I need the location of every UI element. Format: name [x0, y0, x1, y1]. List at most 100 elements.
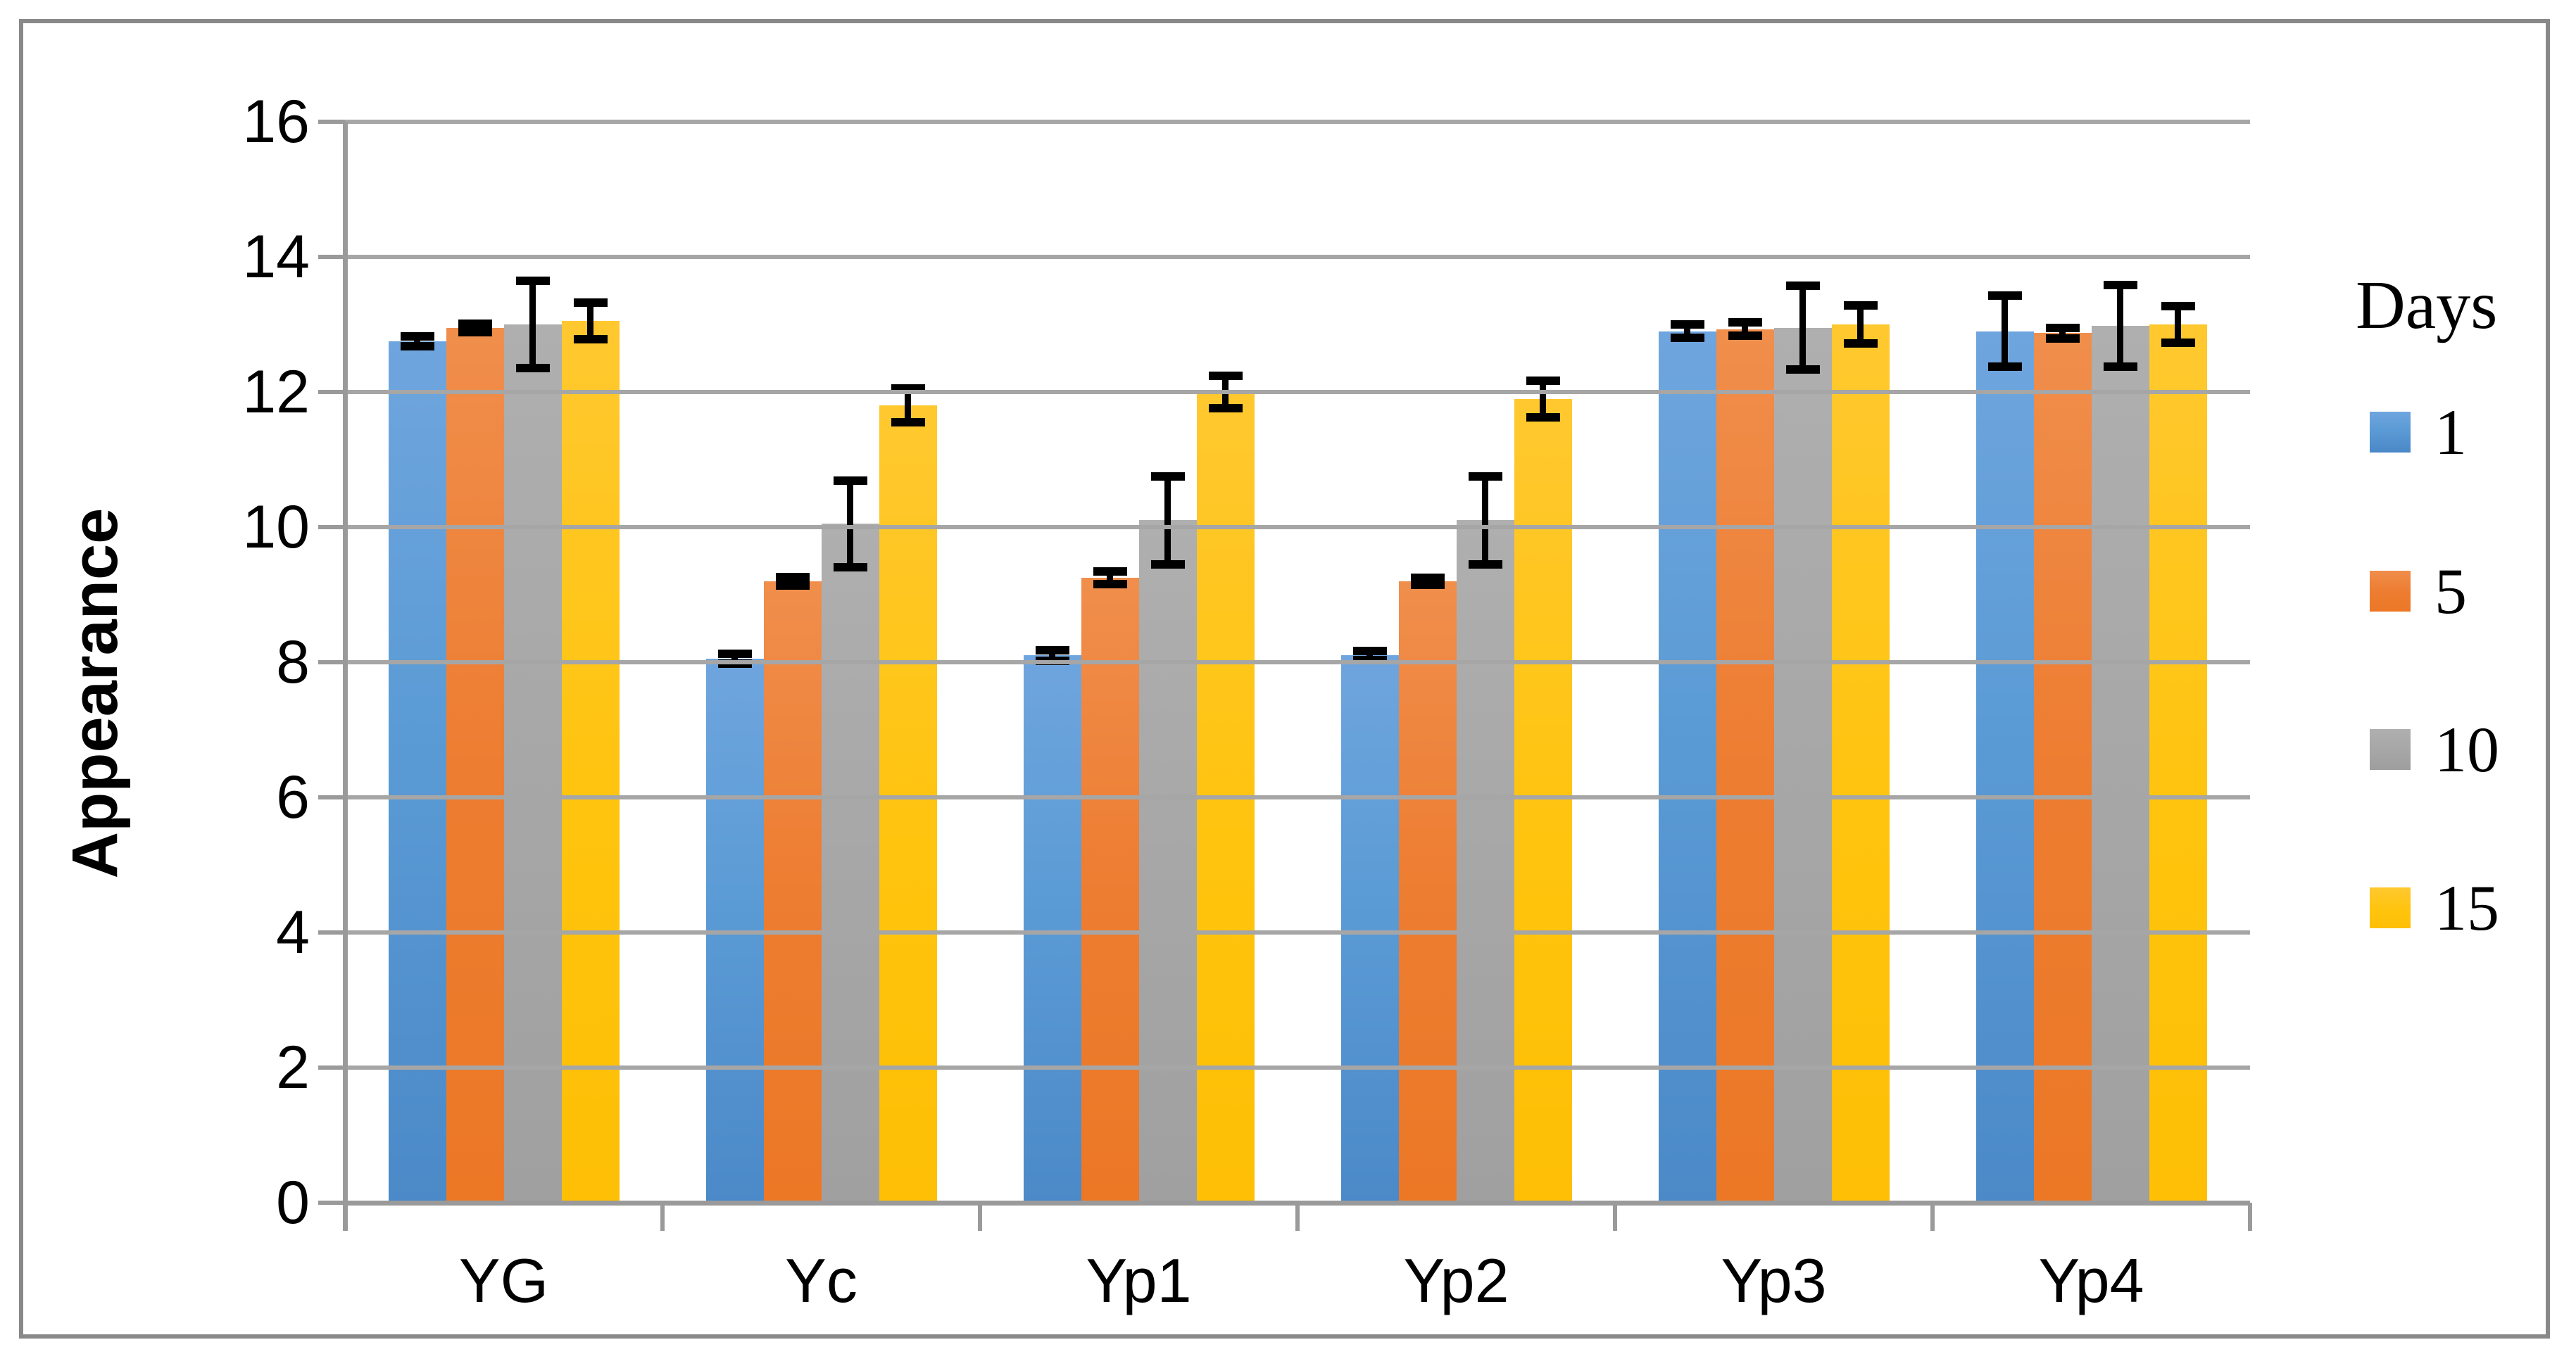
error-bar-day10-Yp2-cap-top [1468, 472, 1502, 481]
error-bar-day1-Yc-line [731, 654, 738, 664]
error-bar-day1-Yp2-cap-top [1352, 646, 1387, 655]
bar-day1-YG [388, 341, 446, 1203]
figure-border [19, 19, 2550, 1339]
x-tick [1613, 1203, 1617, 1231]
y-axis-tick-label: 10 [242, 493, 310, 561]
x-tick [343, 1203, 347, 1231]
error-bar-day1-YG-cap-bottom [400, 341, 434, 350]
legend-item-day15: 15 [2370, 872, 2499, 944]
y-tick [318, 120, 345, 124]
error-bar-day1-YG-cap-top [400, 332, 434, 341]
y-tick [318, 660, 345, 664]
error-bar-day15-YG-cap-top [573, 298, 608, 308]
gridline-y14 [345, 255, 2250, 259]
error-bar-day1-Yp4-cap-top [1987, 291, 2022, 300]
y-axis-tick-label: 4 [276, 899, 310, 966]
y-tick [318, 255, 345, 259]
y-tick [318, 1201, 345, 1205]
x-category-label-Yc: Yc [785, 1246, 857, 1315]
error-bar-day5-Yp1-cap-bottom [1093, 579, 1127, 588]
error-bar-day1-Yp1-cap-top [1035, 645, 1069, 654]
error-bar-day15-Yp2-line [1540, 380, 1546, 417]
gridline-y4 [345, 930, 2250, 935]
error-bar-day5-Yp1-cap-top [1093, 567, 1127, 576]
bar-day5-YG [446, 327, 504, 1203]
y-tick [318, 525, 345, 529]
y-tick [318, 795, 345, 799]
error-bar-day10-Yp2-line [1482, 476, 1488, 564]
error-bar-day5-Yc-cap-bottom [775, 581, 810, 590]
y-axis-tick-label: 2 [276, 1034, 310, 1101]
gridline-y8 [345, 660, 2250, 664]
legend-item-day5: 5 [2370, 555, 2467, 627]
error-bar-day15-Yp3-cap-top [1843, 301, 1878, 310]
error-bar-day5-Yp4-cap-bottom [2045, 334, 2080, 343]
y-axis-tick-label: 0 [276, 1169, 310, 1237]
error-bar-day15-Yp4-cap-top [2161, 302, 2195, 311]
bar-day5-Yp4 [2033, 333, 2092, 1203]
gridline-y2 [345, 1065, 2250, 1070]
error-bar-day1-YG-line [414, 336, 420, 346]
y-tick [318, 1065, 345, 1070]
bar-day10-Yc [821, 524, 879, 1203]
bar-day15-Yc [879, 405, 937, 1203]
x-tick [2248, 1203, 2252, 1231]
legend-swatch-day15 [2370, 887, 2411, 928]
x-tick [978, 1203, 982, 1231]
error-bar-day10-Yc-cap-top [833, 476, 867, 485]
error-bar-day1-Yp3-cap-bottom [1670, 334, 1704, 343]
bar-day15-Yp4 [2149, 324, 2207, 1203]
error-bar-day15-Yp1-cap-top [1208, 371, 1243, 380]
error-bar-day10-YG-line [529, 280, 536, 369]
y-axis-line [343, 122, 348, 1231]
error-bar-day1-Yc-cap-top [717, 650, 752, 659]
bar-day10-Yp1 [1138, 520, 1197, 1203]
legend-label-day15: 15 [2434, 872, 2499, 944]
bar-day15-YG [561, 321, 620, 1203]
legend-swatch-day1 [2370, 412, 2411, 453]
x-tick [1930, 1203, 1935, 1231]
gridline-y6 [345, 795, 2250, 799]
bar-day10-Yp3 [1773, 327, 1832, 1203]
error-bar-day5-YG-cap-top [458, 320, 492, 329]
error-bar-day10-Yp1-line [1164, 476, 1171, 564]
y-axis-tick-label: 8 [276, 628, 310, 696]
legend-swatch-day5 [2370, 571, 2411, 612]
error-bar-day15-YG-cap-bottom [573, 335, 608, 344]
error-bar-day15-Yp3-line [1857, 305, 1864, 343]
error-bar-day10-Yp4-line [2117, 285, 2123, 367]
error-bar-day10-Yp2-cap-bottom [1468, 559, 1502, 569]
error-bar-day1-Yp4-cap-bottom [1987, 362, 2022, 372]
error-bar-day15-Yc-line [905, 388, 911, 423]
y-axis-tick-label: 12 [242, 358, 310, 426]
x-tick [660, 1203, 665, 1231]
error-bar-day10-YG-cap-bottom [515, 364, 550, 373]
error-bar-day15-Yp1-cap-bottom [1208, 404, 1243, 413]
error-bar-day10-YG-cap-top [515, 276, 550, 285]
error-bar-day10-Yp1-cap-top [1150, 472, 1185, 481]
error-bar-day15-Yp4-line [2175, 306, 2181, 343]
bar-day15-Yp2 [1514, 398, 1572, 1203]
legend-label-day5: 5 [2434, 555, 2467, 627]
error-bar-day10-Yp3-cap-top [1785, 282, 1820, 291]
legend-label-day10: 10 [2434, 714, 2499, 785]
error-bar-day10-Yp3-line [1799, 286, 1806, 370]
error-bar-day10-Yp3-cap-bottom [1785, 365, 1820, 374]
error-bar-day5-Yp2-cap-bottom [1410, 580, 1445, 589]
legend-item-day10: 10 [2370, 714, 2499, 785]
gridline-y10 [345, 525, 2250, 529]
error-bar-day10-Yc-line [847, 480, 853, 567]
error-bar-day15-Yp4-cap-bottom [2161, 338, 2195, 347]
legend-label-day1: 1 [2434, 396, 2467, 468]
legend-item-day1: 1 [2370, 396, 2467, 468]
bar-day5-Yp3 [1716, 329, 1774, 1203]
y-axis-tick-label: 14 [242, 223, 310, 291]
y-tick [318, 930, 345, 935]
legend-title: Days [2356, 267, 2498, 343]
error-bar-day5-Yp4-cap-top [2045, 323, 2080, 332]
gridline-y16 [345, 120, 2250, 124]
bar-day10-YG [503, 324, 562, 1203]
x-tick [1295, 1203, 1300, 1231]
error-bar-day5-Yc-cap-top [775, 573, 810, 582]
